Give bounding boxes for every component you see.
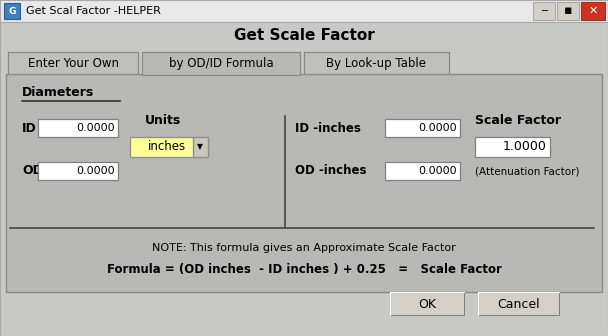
Text: OD: OD <box>22 165 43 177</box>
Text: OD -inches: OD -inches <box>295 165 367 177</box>
Bar <box>479 293 560 316</box>
Bar <box>533 2 555 20</box>
Text: by OD/ID Formula: by OD/ID Formula <box>168 57 274 70</box>
Text: 1.0000: 1.0000 <box>503 140 547 154</box>
Text: 0.0000: 0.0000 <box>418 166 457 176</box>
Bar <box>475 137 550 157</box>
Text: ▪: ▪ <box>564 4 572 17</box>
Bar <box>391 293 465 316</box>
Bar <box>0 0 608 22</box>
Text: NOTE: This formula gives an Approximate Scale Factor: NOTE: This formula gives an Approximate … <box>152 243 456 253</box>
Bar <box>479 293 559 315</box>
Text: Formula = (OD inches  - ID inches ) + 0.25   =   Scale Factor: Formula = (OD inches - ID inches ) + 0.2… <box>106 263 502 277</box>
Text: Units: Units <box>145 114 181 126</box>
Text: OK: OK <box>418 297 437 310</box>
Bar <box>4 3 20 19</box>
Bar <box>38 162 118 180</box>
Bar <box>6 74 602 292</box>
Bar <box>478 292 560 316</box>
Text: Get Scal Factor -HELPER: Get Scal Factor -HELPER <box>26 6 161 16</box>
Bar <box>557 2 579 20</box>
Bar <box>130 137 208 157</box>
Text: ID -inches: ID -inches <box>295 122 361 134</box>
Text: 0.0000: 0.0000 <box>77 123 115 133</box>
Bar <box>385 119 460 137</box>
Text: By Look-up Table: By Look-up Table <box>326 57 426 70</box>
Text: ID: ID <box>22 122 36 134</box>
Text: inches: inches <box>148 140 186 154</box>
Text: ✕: ✕ <box>589 6 598 16</box>
Text: G: G <box>9 6 16 15</box>
Text: Get Scale Factor: Get Scale Factor <box>233 29 375 43</box>
Bar <box>390 292 465 316</box>
Bar <box>8 52 138 75</box>
Text: 0.0000: 0.0000 <box>77 166 115 176</box>
Text: Scale Factor: Scale Factor <box>475 114 561 126</box>
Text: Diameters: Diameters <box>22 85 94 98</box>
Bar <box>391 293 464 315</box>
Bar <box>142 52 300 75</box>
Text: 0.0000: 0.0000 <box>418 123 457 133</box>
Text: (Attenuation Factor): (Attenuation Factor) <box>475 166 579 176</box>
Text: ─: ─ <box>541 6 547 16</box>
Bar <box>38 119 118 137</box>
Bar <box>304 52 449 75</box>
Text: ▼: ▼ <box>197 142 203 152</box>
Text: Cancel: Cancel <box>498 297 541 310</box>
Bar <box>385 162 460 180</box>
Text: Enter Your Own: Enter Your Own <box>27 57 119 70</box>
Bar <box>193 137 208 157</box>
Bar <box>581 2 605 20</box>
